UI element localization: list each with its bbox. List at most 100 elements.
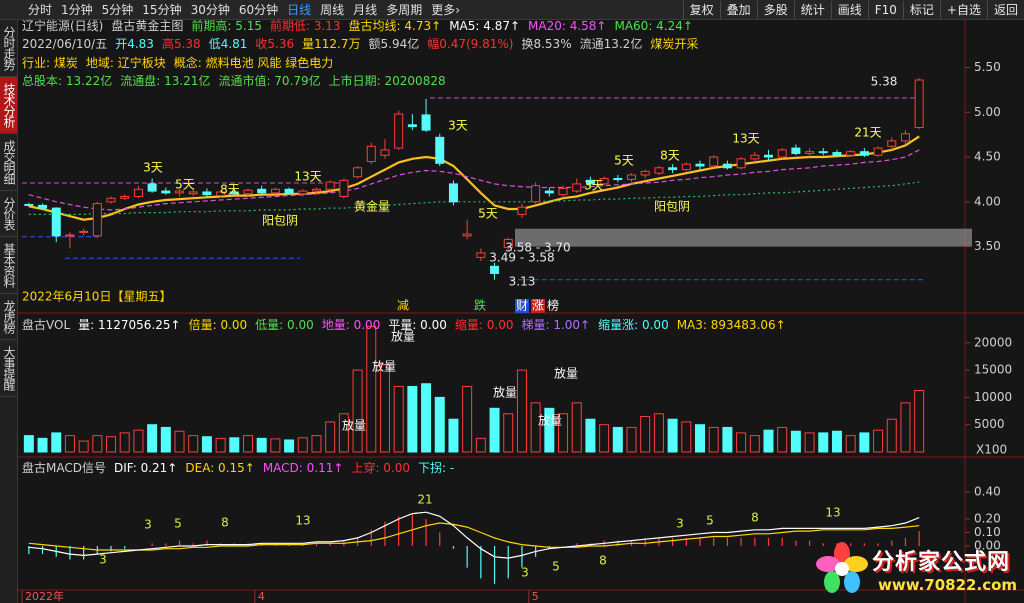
- candle-body: [38, 204, 48, 209]
- period-tab[interactable]: 更多›: [431, 3, 461, 17]
- toolbar-button[interactable]: 复权: [682, 0, 720, 19]
- annotation: 3.49 - 3.58: [489, 251, 554, 265]
- panel-header: 盘古VOL 量: 1127056.25↑ 倍量: 0.00 低量: 0.00 地量: 0…: [22, 316, 794, 333]
- period-tab[interactable]: 60分钟: [238, 3, 279, 17]
- annotation: 3.58 - 3.70: [505, 241, 570, 255]
- toolbar-button[interactable]: +自选: [939, 0, 987, 19]
- candle-body: [421, 114, 431, 131]
- volume-bar: [393, 385, 404, 453]
- header-item: 流通市值: 70.79亿: [218, 74, 321, 88]
- price-zone: [515, 228, 972, 247]
- candle-body: [709, 156, 719, 167]
- toolbar-button[interactable]: 统计: [793, 0, 831, 19]
- toolbar-button[interactable]: 多股: [756, 0, 794, 19]
- candle-body: [298, 190, 308, 195]
- header-item: 上穿: 0.00: [351, 461, 411, 475]
- volume-bar: [256, 437, 267, 453]
- period-tab[interactable]: 周线: [320, 3, 345, 17]
- candle-body: [120, 195, 130, 199]
- candle-body: [339, 179, 349, 197]
- volume-bar: [914, 389, 925, 453]
- candle-body: [572, 183, 582, 192]
- x-tick-label: 4: [258, 590, 265, 603]
- candle-body: [394, 113, 404, 149]
- period-tab[interactable]: 5分钟: [101, 3, 134, 17]
- side-tab[interactable]: 成交明细: [0, 134, 17, 191]
- volume-bar: [338, 413, 349, 453]
- volume-bar: [845, 435, 856, 453]
- annotation: 3: [144, 518, 152, 532]
- volume-bar: [133, 429, 144, 453]
- candle-body: [243, 189, 253, 195]
- volume-bar: [585, 418, 596, 453]
- candle-body: [380, 149, 390, 156]
- annotation: 放量: [342, 418, 366, 433]
- marker: 跌: [474, 298, 486, 313]
- side-tab[interactable]: 分时走势: [0, 20, 17, 77]
- toolbar-button[interactable]: F10: [867, 0, 903, 19]
- volume-bar: [215, 437, 226, 453]
- header-item: 收5.36: [255, 37, 295, 51]
- candle-body: [229, 191, 239, 195]
- candle-body: [900, 133, 910, 142]
- candle-body: [805, 151, 815, 154]
- toolbar-button[interactable]: 标记: [902, 0, 940, 19]
- volume-bar: [407, 385, 418, 453]
- candle-body: [873, 147, 883, 156]
- header-item: MA20: 4.58↑: [528, 19, 607, 33]
- candle-body: [353, 167, 363, 178]
- side-tab[interactable]: 分价表: [0, 191, 17, 237]
- annotation: 5.38: [871, 75, 898, 89]
- side-tab[interactable]: 技术分析: [0, 77, 17, 134]
- header-item: 行业: 煤炭: [22, 56, 78, 70]
- side-tab[interactable]: 基本资料: [0, 237, 17, 294]
- candle-body: [585, 179, 595, 185]
- candle-body: [161, 190, 171, 194]
- annotation: 3.13: [509, 275, 536, 289]
- marker: 减: [397, 299, 409, 313]
- volume-bar: [571, 402, 582, 453]
- volume-bar: [558, 413, 569, 453]
- annotation: 13天: [294, 170, 321, 184]
- period-tab[interactable]: 1分钟: [61, 3, 93, 17]
- header-item: 盘古均线: 4.73↑: [348, 19, 442, 33]
- candle-body: [654, 167, 664, 174]
- volume-bar: [489, 407, 500, 453]
- period-tab[interactable]: 月线: [353, 3, 378, 17]
- volume-bar: [503, 413, 514, 453]
- volume-bar: [873, 429, 884, 453]
- volume-bar: [448, 418, 459, 453]
- candle-body: [490, 265, 500, 274]
- volume-bar: [147, 424, 158, 453]
- annotation: 阳包阴: [262, 214, 298, 228]
- period-tab[interactable]: 多周期: [386, 3, 423, 17]
- toolbar-button[interactable]: 画线: [830, 0, 868, 19]
- volume-bar: [626, 426, 637, 453]
- header-item: 地量: 0.00: [321, 318, 381, 332]
- marker: 涨: [532, 298, 544, 313]
- period-tab[interactable]: 日线: [287, 3, 312, 17]
- watermark: 分析家公式网 www.70822.com: [812, 540, 1022, 600]
- volume-bar: [311, 435, 322, 453]
- period-tab[interactable]: 30分钟: [190, 3, 230, 17]
- period-tab[interactable]: 15分钟: [142, 3, 182, 17]
- volume-bar: [92, 435, 103, 453]
- side-tab[interactable]: 大事提醒: [0, 340, 17, 397]
- period-tab[interactable]: 分时: [28, 3, 53, 17]
- header-item: MA60: 4.24↑: [614, 19, 693, 33]
- side-tab[interactable]: 龙虎榜: [0, 294, 17, 340]
- candle-body: [791, 147, 801, 154]
- candle-body: [366, 145, 376, 163]
- candle-body: [216, 191, 226, 197]
- unit-label: X100: [976, 443, 1007, 457]
- y-tick-label: 20000: [974, 335, 1012, 349]
- period-tabs: 分时 1分钟 5分钟 15分钟 30分钟 60分钟 日线 周线 月线 多周期 更多›: [0, 1, 683, 18]
- candle-body: [627, 174, 637, 180]
- toolbar-button[interactable]: 返回: [986, 0, 1024, 19]
- y-tick-label: 0.20: [974, 511, 1001, 525]
- x-tick-label: 2022年: [25, 589, 64, 603]
- toolbar-button[interactable]: 叠加: [719, 0, 757, 19]
- y-tick-label: 3.50: [974, 239, 1001, 253]
